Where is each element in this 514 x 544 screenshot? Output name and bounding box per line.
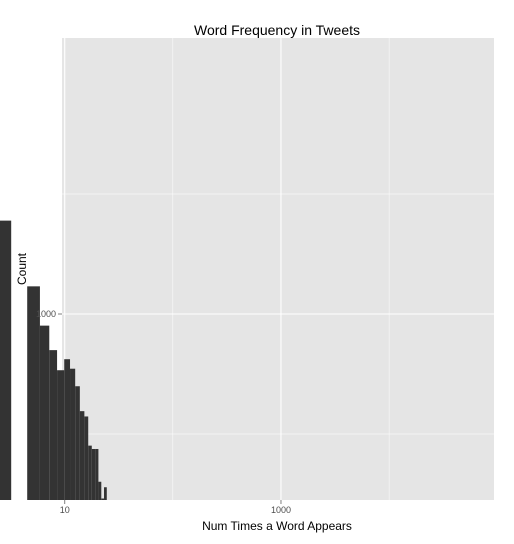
histogram-bar-4 [27, 286, 40, 500]
x-tick-label: 1000 [271, 505, 291, 515]
histogram-bar-15 [95, 448, 99, 500]
histogram-bar-2 [0, 220, 12, 500]
x-tick-label: 10 [60, 505, 70, 515]
histogram-bar-14 [91, 448, 96, 500]
histogram-bar-10 [75, 386, 80, 500]
histogram-bar-8 [64, 359, 71, 500]
histogram-bar-16 [98, 481, 102, 500]
histogram-bar-11 [79, 411, 85, 500]
histogram-bar-17 [101, 498, 105, 500]
grid-lines [62, 38, 494, 500]
plot-panel [62, 38, 494, 500]
histogram-bars [0, 220, 107, 500]
histogram-bar-13 [88, 445, 92, 500]
chart-title: Word Frequency in Tweets [194, 22, 360, 38]
histogram-bar-7 [57, 370, 65, 500]
x-axis-title: Num Times a Word Appears [202, 519, 352, 533]
histogram-bar-6 [49, 350, 58, 500]
histogram-bar-9 [70, 368, 76, 500]
y-axis-title: Count [15, 252, 29, 285]
histogram-bar-12 [84, 416, 89, 500]
y-tick-label: 1000 [36, 309, 56, 319]
histogram-bar-5 [39, 325, 50, 500]
x-axis-ticks: 10 1000 [60, 500, 291, 515]
histogram-bar-18 [104, 487, 107, 500]
